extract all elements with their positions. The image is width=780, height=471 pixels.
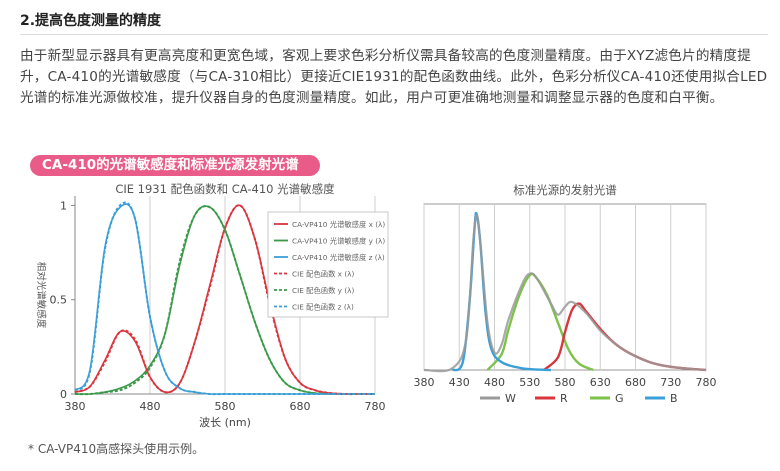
y-axis-label: 相对光谱敏感度	[35, 262, 47, 329]
heading-divider	[20, 34, 768, 35]
x-tick-label: 580	[215, 400, 236, 413]
y-tick-label: 1	[60, 199, 67, 212]
footnote: * CA-VP410高感探头使用示例。	[28, 442, 205, 456]
x-tick-label: 530	[519, 376, 540, 389]
x-tick-label: 780	[365, 400, 386, 413]
legend-box	[267, 211, 389, 318]
x-tick-label: 780	[696, 376, 717, 389]
x-tick-label: 730	[660, 376, 681, 389]
x-tick-label: 430	[449, 376, 470, 389]
series-line	[74, 201, 375, 396]
figure-banner: CA-410的光谱敏感度和标准光源发射光谱	[30, 155, 320, 176]
sensitivity-chart: CIE 1931 配色函数和 CA-410 光谱敏感度 380 480 580 680 7…	[35, 182, 389, 429]
y-tick-label: 0.5	[50, 294, 68, 307]
legend-entry: CIE 配色函数 y (λ)	[292, 286, 354, 295]
legend-entry: CA-VP410 光谱敏感度 z (λ)	[292, 253, 385, 262]
emission-spectrum-chart: 标准光源的发射光谱 380 430 480 530 580 630 680 730 780 W R G B	[414, 183, 717, 405]
x-tick-label: 680	[290, 400, 311, 413]
x-axis-label: 波长 (nm)	[199, 416, 251, 429]
legend-entry: R	[560, 392, 568, 405]
legend-entry: W	[505, 392, 516, 405]
series-line	[543, 302, 707, 372]
x-tick-label: 480	[484, 376, 505, 389]
x-tick-label: 380	[414, 376, 435, 389]
y-tick-label: 0	[60, 388, 67, 401]
chart-title: 标准光源的发射光谱	[513, 183, 617, 197]
legend-entry: G	[615, 392, 624, 405]
chart-title: CIE 1931 配色函数和 CA-410 光谱敏感度	[115, 182, 335, 196]
legend-entry: B	[670, 392, 678, 405]
x-tick-label: 630	[590, 376, 611, 389]
legend-entry: CIE 配色函数 x (λ)	[292, 270, 354, 279]
x-tick-label: 580	[555, 376, 576, 389]
legend-entry: CA-VP410 光谱敏感度 x (λ)	[292, 220, 385, 229]
x-tick-label: 680	[625, 376, 646, 389]
body-paragraph: 由于新型显示器具有更高亮度和更宽色域，客观上要求色彩分析仪需具备较高的色度测量精…	[20, 48, 768, 106]
series-line	[423, 214, 707, 373]
section-heading: 2.提高色度测量的精度	[20, 13, 162, 29]
series-line	[74, 204, 375, 396]
legend-entry: CA-VP410 光谱敏感度 y (λ)	[292, 237, 385, 246]
series-line	[486, 272, 594, 372]
legend-entry: CIE 配色函数 z (λ)	[292, 303, 354, 312]
x-tick-label: 380	[65, 400, 86, 413]
x-tick-label: 480	[140, 400, 161, 413]
